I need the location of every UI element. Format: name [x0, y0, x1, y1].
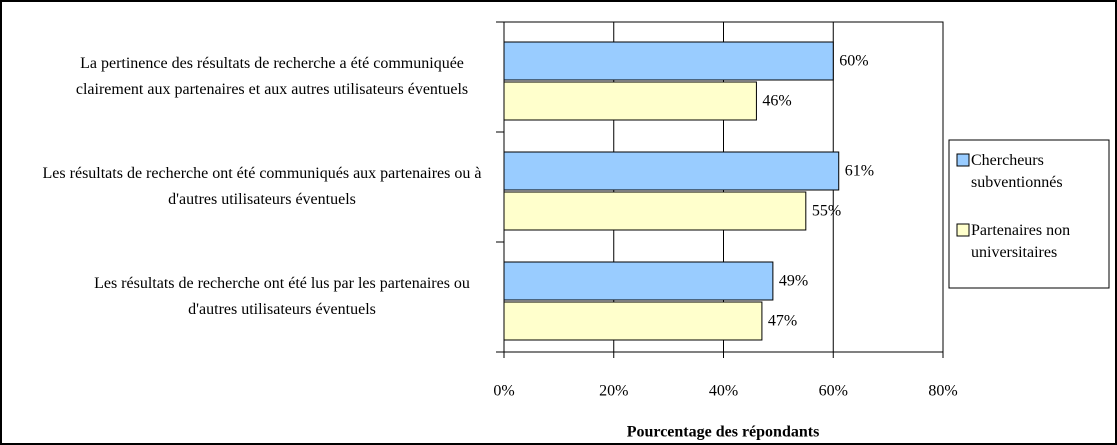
- data-label: 47%: [768, 313, 797, 330]
- data-label: 60%: [839, 53, 868, 70]
- x-axis-title: Pourcentage des répondants: [627, 424, 820, 441]
- bar: [503, 261, 774, 301]
- data-label: 46%: [762, 93, 791, 110]
- legend-label: Partenaires non universitaires: [971, 222, 1071, 261]
- category-label: Les résultats de recherche ont été lus p…: [94, 275, 470, 318]
- bar: [503, 81, 757, 121]
- x-tick-label: 60%: [819, 383, 848, 400]
- category-label: Les résultats de recherche ont été commu…: [42, 165, 482, 208]
- category-label: La pertinence des résultats de recherche…: [75, 55, 469, 98]
- legend-swatch: [956, 223, 970, 237]
- x-tick-label: 20%: [599, 383, 628, 400]
- x-tick-label: 80%: [928, 383, 957, 400]
- data-label: 55%: [812, 203, 841, 220]
- x-tick-label: 0%: [493, 383, 514, 400]
- data-label: 61%: [845, 163, 874, 180]
- legend-box: [948, 139, 1110, 289]
- bar: [503, 151, 840, 191]
- legend-swatch: [956, 153, 970, 167]
- data-label: 49%: [779, 273, 808, 290]
- bar: [503, 191, 807, 231]
- bar: [503, 301, 763, 341]
- bar: [503, 41, 834, 81]
- x-tick-label: 40%: [709, 383, 738, 400]
- legend-label: Chercheurs subventionnés: [971, 152, 1063, 191]
